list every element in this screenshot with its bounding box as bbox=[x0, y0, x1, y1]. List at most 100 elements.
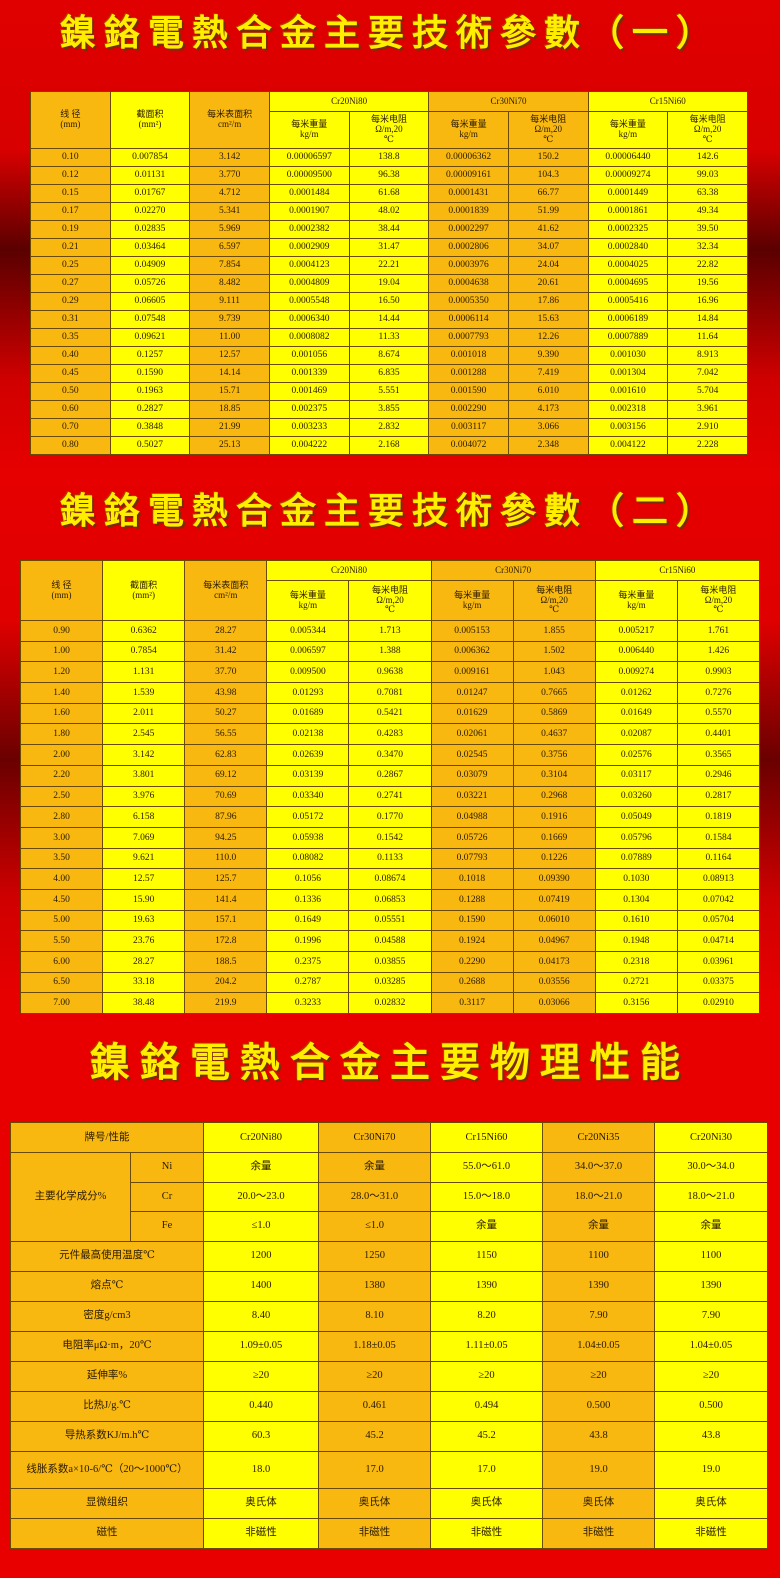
table-cell: 9.621 bbox=[102, 847, 186, 870]
table-cell: 31.42 bbox=[184, 640, 268, 663]
table-cell: 0.005217 bbox=[594, 620, 678, 642]
table-cell: 0.1649 bbox=[266, 909, 350, 932]
table-row: 4.00 12.57 125.7 0.1056 0.08674 0.1018 0.09390… bbox=[19, 868, 761, 890]
table-cell: 19.0 bbox=[654, 1450, 769, 1489]
table-row: 0.17 0.02270 5.341 0.0001907 48.02 0.0001839 5… bbox=[30, 202, 748, 221]
table-cell: 21.99 bbox=[189, 418, 270, 437]
table-cell: 0.02639 bbox=[266, 744, 350, 766]
table-row: 0.35 0.09621 11.00 0.0008082 11.33 0.0007793 1… bbox=[30, 328, 748, 347]
property-label: 线胀系数a×10-6/℃（20～1000℃） bbox=[9, 1450, 205, 1489]
table-cell: 62.83 bbox=[184, 744, 268, 766]
table-cell: 0.09621 bbox=[109, 328, 191, 347]
header-grade: Cr20Ni80 bbox=[203, 1122, 320, 1153]
table-cell: 43.98 bbox=[184, 682, 268, 704]
table-cell: 0.4401 bbox=[676, 723, 761, 746]
table-cell: ≥20 bbox=[654, 1360, 769, 1392]
table-cell: 63.38 bbox=[667, 184, 748, 203]
header-alloy-group: Cr30Ni70 bbox=[430, 560, 596, 581]
table-cell: 0.0001484 bbox=[268, 184, 350, 203]
table-cell: 45.2 bbox=[318, 1420, 432, 1452]
table-cell: 0.001610 bbox=[587, 382, 669, 401]
table-cell: 0.004222 bbox=[268, 436, 350, 455]
table-cell: 0.0007793 bbox=[428, 328, 509, 347]
table-cell: 0.1288 bbox=[430, 888, 514, 911]
table-cell: 19.63 bbox=[102, 909, 186, 932]
table-cell: 0.1584 bbox=[676, 826, 761, 849]
header-resistance: 每米电阻 Ω/m,20 ℃ bbox=[348, 580, 432, 621]
table-cell: 33.18 bbox=[102, 971, 186, 994]
table-row: 0.31 0.07548 9.739 0.0006340 14.44 0.0006114 1… bbox=[30, 310, 748, 329]
table-cell: 12.57 bbox=[102, 868, 186, 890]
table-cell: 0.2290 bbox=[430, 951, 514, 973]
table-cell: 219.9 bbox=[184, 992, 268, 1015]
table-cell: 17.0 bbox=[430, 1450, 544, 1489]
table-cell: 104.3 bbox=[507, 166, 589, 185]
table-cell: 0.1770 bbox=[348, 806, 432, 828]
table-cell: 1.713 bbox=[348, 620, 432, 642]
header-grade: Cr30Ni70 bbox=[318, 1122, 432, 1153]
table-row: 1.40 1.539 43.98 0.01293 0.7081 0.01247 0.7665… bbox=[19, 682, 761, 704]
table-cell: 0.02576 bbox=[594, 744, 678, 766]
table-cell: 0.2688 bbox=[430, 971, 514, 994]
table-cell: 0.0001907 bbox=[268, 202, 350, 221]
table-cell: 24.04 bbox=[507, 256, 589, 275]
table-cell: 12.57 bbox=[189, 346, 270, 365]
table-row: 0.90 0.6362 28.27 0.005344 1.713 0.005153 1.85… bbox=[19, 620, 761, 642]
table-cell: 0.29 bbox=[30, 292, 111, 311]
table-cell: ≤1.0 bbox=[203, 1211, 320, 1242]
table-cell: 非磁性 bbox=[542, 1517, 656, 1549]
table-row: 0.60 0.2827 18.85 0.002375 3.855 0.002290 4.17… bbox=[30, 400, 748, 419]
table-cell: 5.969 bbox=[189, 220, 270, 239]
table-cell: 0.08082 bbox=[266, 847, 350, 870]
table-cell: 0.003156 bbox=[587, 418, 669, 437]
table-row: Fe ≤1.0 ≤1.0 余量 余量 余量 bbox=[11, 1211, 769, 1242]
table-cell: 0.494 bbox=[430, 1390, 544, 1422]
property-label: 导热系数KJ/m.h℃ bbox=[9, 1420, 205, 1452]
table-cell: 0.1948 bbox=[594, 930, 678, 952]
table-cell: 0.7665 bbox=[512, 682, 596, 704]
table-cell: 55.0～61.0 bbox=[430, 1152, 544, 1183]
table-cell: 0.002290 bbox=[428, 400, 509, 419]
table-cell: 1.04±0.05 bbox=[654, 1330, 769, 1362]
table-cell: 9.739 bbox=[189, 310, 270, 329]
table-cell: 0.1030 bbox=[594, 868, 678, 890]
table-cell: 0.0006114 bbox=[428, 310, 509, 329]
table-cell: 0.0003976 bbox=[428, 256, 509, 275]
table-cell: 0.0002806 bbox=[428, 238, 509, 257]
table-cell: 14.84 bbox=[667, 310, 748, 329]
table-cell: 0.3233 bbox=[266, 992, 350, 1015]
table-cell: 0.08674 bbox=[348, 868, 432, 890]
table-row: 电阻率μΩ·m，20℃ 1.09±0.05 1.18±0.05 1.11±0.05 1.… bbox=[9, 1330, 769, 1362]
table-cell: 31.47 bbox=[348, 238, 430, 257]
table-cell: 0.2827 bbox=[109, 400, 191, 419]
table-cell: 0.009274 bbox=[594, 661, 678, 684]
table-cell: 0.00006362 bbox=[428, 148, 509, 167]
table-cell: 142.6 bbox=[667, 148, 748, 167]
table-cell: 0.1924 bbox=[430, 930, 514, 952]
table-cell: 1380 bbox=[318, 1270, 432, 1302]
table-cell: 0.2721 bbox=[594, 971, 678, 994]
table-cell: 1.761 bbox=[676, 620, 761, 642]
table-cell: 0.3565 bbox=[676, 744, 761, 766]
table-row: 6.50 33.18 204.2 0.2787 0.03285 0.2688 0.03556… bbox=[19, 971, 761, 994]
table-cell: 0.440 bbox=[203, 1390, 320, 1422]
table-row: 0.50 0.1963 15.71 0.001469 5.551 0.001590 6.01… bbox=[30, 382, 748, 401]
table-cell: 0.17 bbox=[30, 202, 111, 221]
table-cell: 0.0004123 bbox=[268, 256, 350, 275]
table-cell: 66.77 bbox=[507, 184, 589, 203]
table-cell: 0.03117 bbox=[594, 764, 678, 787]
table-cell: 38.48 bbox=[102, 992, 186, 1015]
table-cell: 138.8 bbox=[348, 148, 430, 167]
table-cell: 0.05726 bbox=[109, 274, 191, 293]
composition-label: 主要化学成分% bbox=[10, 1152, 131, 1242]
table-cell: 0.7276 bbox=[676, 682, 761, 704]
header-weight: 每米重量 kg/m bbox=[594, 580, 678, 621]
table-cell: 25.13 bbox=[189, 436, 270, 455]
table-row: 2.80 6.158 87.96 0.05172 0.1770 0.04988 0.1916… bbox=[19, 806, 761, 828]
table-cell: 0.07793 bbox=[430, 847, 514, 870]
table-cell: 0.03260 bbox=[594, 785, 678, 808]
header-grade: Cr15Ni60 bbox=[430, 1122, 544, 1153]
table-row: 3.50 9.621 110.0 0.08082 0.1133 0.07793 0.1226… bbox=[19, 847, 761, 870]
table-row: 0.15 0.01767 4.712 0.0001484 61.68 0.0001431 6… bbox=[30, 184, 748, 203]
table-cell: 43.8 bbox=[542, 1420, 656, 1452]
